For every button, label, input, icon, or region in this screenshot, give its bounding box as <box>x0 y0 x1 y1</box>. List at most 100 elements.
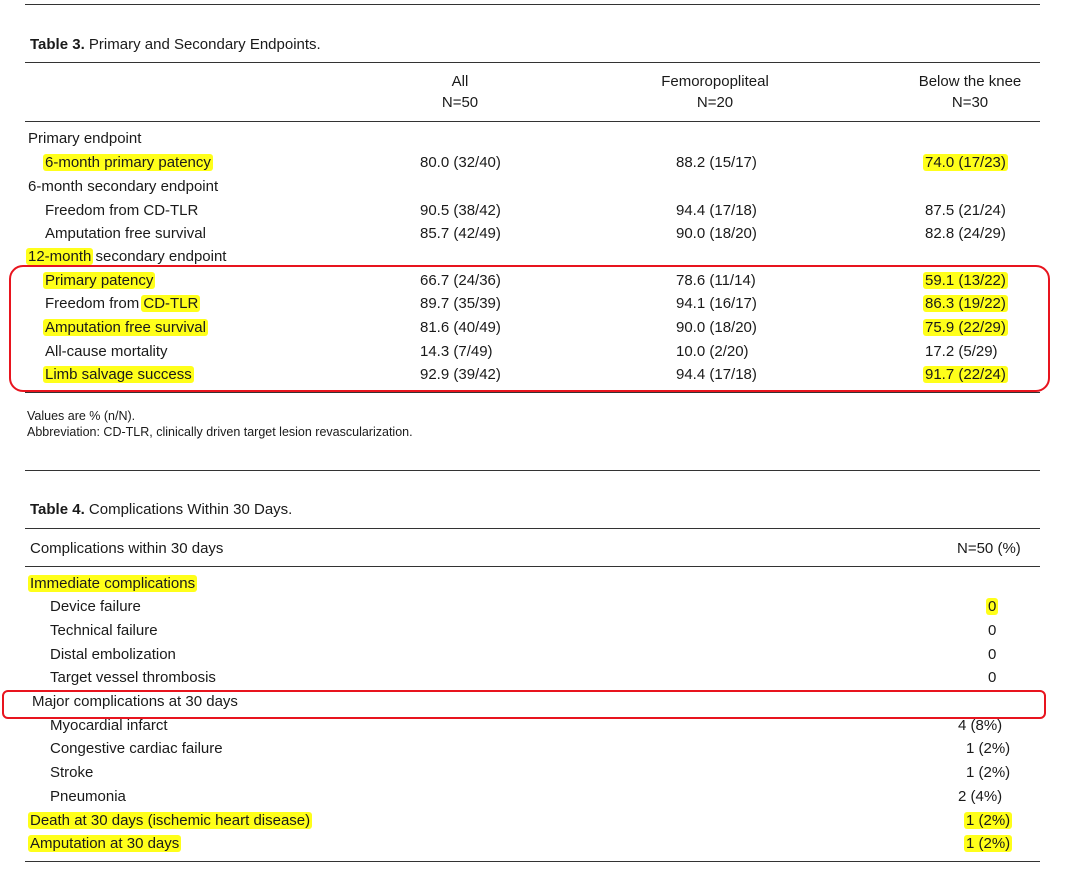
row-label: Stroke <box>50 764 94 781</box>
row-value-text: 0 <box>986 598 999 615</box>
cell-btk: 86.3 (19/22) <box>923 294 1008 314</box>
cell-fem: 94.4 (17/18) <box>676 366 757 383</box>
row-value-text: 1 (2%) <box>964 835 1013 852</box>
row-value: 4 (8%) <box>958 717 1003 734</box>
col-header-all-n: N=50 <box>441 94 479 111</box>
cell-btk: 82.8 (24/29) <box>925 225 1006 242</box>
section-primary-endpoint: Primary endpoint <box>28 130 142 147</box>
row-label: Myocardial infarct <box>50 717 168 734</box>
row-label-text: Amputation free survival <box>43 319 208 336</box>
cell-fem: 94.1 (16/17) <box>676 295 757 312</box>
cell-btk: 75.9 (22/29) <box>923 318 1008 338</box>
cell-btk: 59.1 (13/22) <box>923 271 1008 291</box>
cell-btk-text: 74.0 (17/23) <box>923 154 1008 171</box>
section-12m-rest: secondary endpoint <box>91 248 227 265</box>
section-immediate-text: Immediate complications <box>28 575 198 592</box>
col-header-femoropopliteal: Femoropopliteal N=20 <box>630 71 800 113</box>
row-label-highlight: CD-TLR <box>141 295 201 312</box>
row-value-text: 1 (2%) <box>964 812 1013 829</box>
cell-btk: 17.2 (5/29) <box>925 343 998 360</box>
table4-header-left: Complications within 30 days <box>30 540 224 557</box>
table3-note-values: Values are % (n/N). <box>27 409 136 423</box>
row-label-text: Amputation at 30 days <box>28 835 182 852</box>
cell-all: 80.0 (32/40) <box>420 154 501 171</box>
table4-label: Table 4. <box>30 501 85 518</box>
table4-title: Complications Within 30 Days. <box>88 501 293 518</box>
cell-all: 85.7 (42/49) <box>420 225 501 242</box>
table4-header-right: N=50 (%) <box>957 540 1021 557</box>
cell-fem: 90.0 (18/20) <box>676 225 757 242</box>
table3-bottom-rule <box>25 392 1040 393</box>
cell-fem: 78.6 (11/14) <box>676 272 756 289</box>
top-rule <box>25 4 1040 5</box>
section-separator <box>25 470 1040 471</box>
row-label: Amputation free survival <box>45 225 206 242</box>
cell-btk-text: 86.3 (19/22) <box>923 295 1008 312</box>
row-value: 0 <box>988 646 997 663</box>
cell-all: 90.5 (38/42) <box>420 202 501 219</box>
section-12m-secondary: 12-month secondary endpoint <box>26 247 227 267</box>
col-header-all: All N=50 <box>400 71 520 113</box>
cell-all: 14.3 (7/49) <box>420 343 493 360</box>
table4-bottom-rule <box>25 861 1040 862</box>
row-value: 2 (4%) <box>958 788 1003 805</box>
row-label-text: 6-month primary patency <box>43 154 213 171</box>
cell-btk-text: 75.9 (22/29) <box>923 319 1008 336</box>
cell-all: 66.7 (24/36) <box>420 272 501 289</box>
section-6m-secondary: 6-month secondary endpoint <box>28 178 219 195</box>
row-label: Pneumonia <box>50 788 126 805</box>
row-label-text: Primary patency <box>43 272 156 289</box>
col-header-all-name: All <box>451 73 469 90</box>
col-header-btk-n: N=30 <box>951 94 989 111</box>
row-label: Congestive cardiac failure <box>50 740 223 757</box>
table3-caption: Table 3. Primary and Secondary Endpoints… <box>30 36 321 53</box>
cell-btk: 91.7 (22/24) <box>923 365 1008 385</box>
cell-fem: 10.0 (2/20) <box>676 343 749 360</box>
cell-btk: 87.5 (21/24) <box>925 202 1006 219</box>
annotation-box-major-complications <box>2 690 1046 719</box>
cell-all: 81.6 (40/49) <box>420 319 501 336</box>
table4-header-rule <box>25 566 1040 567</box>
row-label: Death at 30 days (ischemic heart disease… <box>28 811 313 831</box>
row-label-text: Limb salvage success <box>43 366 194 383</box>
cell-all: 89.7 (35/39) <box>420 295 501 312</box>
row-label: 6-month primary patency <box>43 153 213 173</box>
row-value: 0 <box>988 622 997 639</box>
col-header-fem-name: Femoropopliteal <box>661 73 769 90</box>
table3-label: Table 3. <box>30 36 85 53</box>
col-header-btk-name: Below the knee <box>918 73 1022 90</box>
row-label: Freedom from CD-TLR <box>45 294 201 314</box>
row-label: Limb salvage success <box>43 365 194 385</box>
col-header-fem-n: N=20 <box>696 94 734 111</box>
row-value: 1 (2%) <box>966 740 1011 757</box>
cell-btk: 74.0 (17/23) <box>923 153 1008 173</box>
section-immediate-complications: Immediate complications <box>28 574 198 594</box>
row-label: Freedom from CD-TLR <box>45 202 199 219</box>
row-label-text: Death at 30 days (ischemic heart disease… <box>28 812 313 829</box>
row-label: Amputation free survival <box>43 318 208 338</box>
cell-fem: 94.4 (17/18) <box>676 202 757 219</box>
row-label: All-cause mortality <box>45 343 168 360</box>
row-value: 1 (2%) <box>964 834 1013 854</box>
row-label: Device failure <box>50 598 141 615</box>
row-label-text: Freedom from <box>45 295 144 312</box>
table3-title: Primary and Secondary Endpoints. <box>88 36 321 53</box>
cell-btk-text: 91.7 (22/24) <box>923 366 1008 383</box>
row-value: 0 <box>986 597 999 617</box>
row-value: 0 <box>988 669 997 686</box>
cell-all: 92.9 (39/42) <box>420 366 501 383</box>
annotation-box-12-month <box>9 265 1050 392</box>
table3-header-rule <box>25 121 1040 122</box>
row-label: Primary patency <box>43 271 156 291</box>
table3-top-rule <box>25 62 1040 63</box>
row-label: Distal embolization <box>50 646 176 663</box>
cell-fem: 88.2 (15/17) <box>676 154 757 171</box>
row-value: 1 (2%) <box>966 764 1011 781</box>
cell-btk-text: 59.1 (13/22) <box>923 272 1008 289</box>
row-label: Amputation at 30 days <box>28 834 182 854</box>
row-label: Target vessel thrombosis <box>50 669 216 686</box>
row-label: Technical failure <box>50 622 158 639</box>
cell-fem: 90.0 (18/20) <box>676 319 757 336</box>
col-header-below-knee: Below the knee N=30 <box>895 71 1045 113</box>
table4-top-rule <box>25 528 1040 529</box>
